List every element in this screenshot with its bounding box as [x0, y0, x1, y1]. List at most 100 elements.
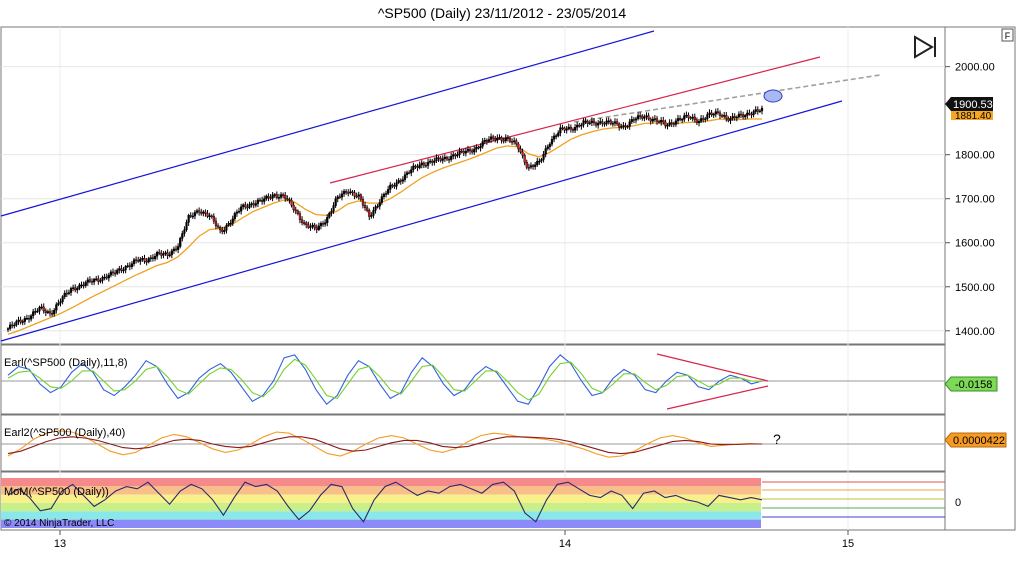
candle-body — [273, 194, 276, 196]
candle-body — [498, 137, 501, 139]
candle-body — [443, 156, 446, 160]
candle-body — [65, 292, 68, 295]
candle-body — [97, 278, 100, 282]
candle-body — [426, 161, 430, 166]
candle-body — [739, 113, 743, 116]
earl-label: Earl(^SP500 (Daily),11,8) — [4, 357, 128, 369]
candle-body — [15, 321, 18, 326]
candle-body — [229, 222, 232, 225]
f-marker-box — [1001, 28, 1014, 42]
candle-body — [42, 306, 45, 312]
candle-body — [664, 121, 667, 127]
candle-body — [540, 159, 543, 162]
candle-body — [311, 224, 314, 227]
x-tick-label-0: 13 — [54, 538, 66, 550]
candle-body — [416, 166, 419, 168]
candle-body — [193, 212, 197, 217]
candle-body — [758, 110, 761, 113]
candle-body — [282, 194, 285, 196]
candle-body — [198, 210, 201, 213]
candle-body — [477, 146, 480, 149]
x-tick-label-1: 14 — [559, 538, 571, 550]
candle-body — [387, 189, 390, 194]
candle-body — [414, 165, 417, 168]
candle-body — [389, 184, 392, 190]
candle-body — [725, 115, 728, 119]
candle-body — [561, 127, 564, 129]
candle-body — [216, 225, 220, 228]
candle-body — [597, 122, 600, 126]
candle-body — [46, 311, 50, 313]
candle-body — [172, 248, 176, 252]
earl-fast-line — [7, 354, 763, 405]
candle-body — [319, 223, 323, 227]
wedge-lower-line — [666, 385, 769, 410]
candle-body — [489, 136, 493, 140]
candle-body — [170, 250, 173, 256]
candle-body — [727, 118, 730, 121]
candle-body — [716, 111, 719, 114]
candle-body — [336, 196, 339, 200]
candle-body — [720, 115, 724, 117]
candle-body — [120, 268, 123, 271]
candle-body — [660, 120, 663, 123]
mom-band-3 — [1, 503, 761, 512]
candle-body — [607, 120, 610, 122]
candle-body — [662, 120, 665, 123]
earl-value-label: -0.0158 — [944, 376, 998, 392]
candle-body — [208, 215, 211, 217]
candle-body — [433, 160, 436, 163]
projection-line — [573, 74, 881, 123]
question-annotation: ? — [773, 431, 781, 447]
candle-body — [548, 143, 551, 148]
candle-body — [403, 174, 407, 180]
wedge-upper-line — [656, 353, 769, 382]
candle-body — [515, 140, 518, 145]
candle-body — [288, 199, 291, 201]
candle-body — [750, 113, 753, 116]
y-tick-label-4: 1800.00 — [955, 150, 995, 162]
candle-body — [139, 258, 142, 262]
earl2-value-label: 0.0000422 — [944, 432, 1007, 448]
candle-body — [6, 328, 10, 330]
candle-body — [672, 123, 675, 125]
candle-body — [116, 269, 119, 274]
candle-body — [559, 127, 562, 134]
candle-body — [69, 288, 73, 293]
candle-body — [454, 154, 457, 157]
candle-body — [111, 271, 115, 274]
candle-body — [109, 271, 113, 276]
candle-body — [200, 211, 203, 214]
candle-body — [456, 154, 459, 157]
candle-body — [536, 161, 539, 166]
candle-body — [88, 279, 92, 282]
candle-body — [500, 137, 503, 141]
candle-body — [27, 317, 31, 320]
candle-body — [615, 121, 619, 125]
candle-body — [271, 194, 274, 199]
candle-body — [483, 140, 486, 142]
candle-body — [693, 116, 696, 120]
candle-body — [557, 132, 560, 136]
candle-body — [254, 203, 257, 206]
candle-body — [401, 179, 404, 182]
candle-body — [655, 118, 659, 122]
candle-body — [578, 124, 581, 127]
candle-body — [263, 198, 266, 202]
candle-body — [99, 280, 102, 282]
candle-body — [19, 319, 22, 323]
candle-body — [44, 310, 47, 313]
candle-body — [147, 258, 150, 263]
scroll-to-end-icon[interactable] — [914, 35, 936, 59]
candle-body — [162, 253, 165, 256]
candle-body — [53, 309, 56, 315]
candle-body — [731, 116, 734, 119]
candle-body — [279, 194, 283, 198]
candle-body — [573, 127, 577, 131]
candle-body — [437, 157, 440, 159]
candle-body — [712, 113, 715, 116]
candle-body — [405, 172, 409, 175]
mom-tick-0: 0 — [955, 497, 961, 509]
candle-body — [410, 169, 413, 174]
candle-body — [277, 197, 281, 199]
